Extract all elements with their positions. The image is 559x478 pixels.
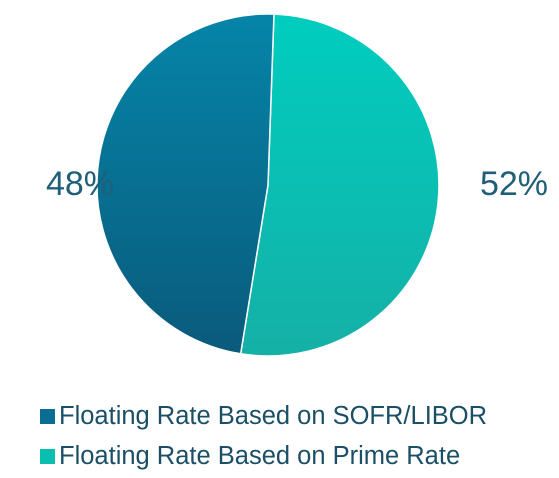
- pie-chart: 48% 52%: [46, 13, 548, 357]
- legend-label-prime-rate: Floating Rate Based on Prime Rate: [59, 441, 461, 470]
- legend-item-sofr-libor: Floating Rate Based on SOFR/LIBOR: [40, 396, 487, 436]
- legend-swatch-prime-rate: [40, 448, 55, 464]
- slice-label-prime-rate: 52%: [480, 165, 548, 203]
- legend-swatch-sofr-libor: [40, 408, 55, 424]
- pie-slice-prime-rate: [239, 13, 440, 357]
- pie-slices: [96, 13, 440, 357]
- legend-item-prime-rate: Floating Rate Based on Prime Rate: [40, 436, 487, 476]
- chart-legend: Floating Rate Based on SOFR/LIBOR Floati…: [40, 396, 487, 476]
- slice-label-sofr-libor: 48%: [46, 165, 114, 203]
- pie-slice-sofr-libor: [96, 13, 275, 355]
- legend-label-sofr-libor: Floating Rate Based on SOFR/LIBOR: [59, 401, 488, 430]
